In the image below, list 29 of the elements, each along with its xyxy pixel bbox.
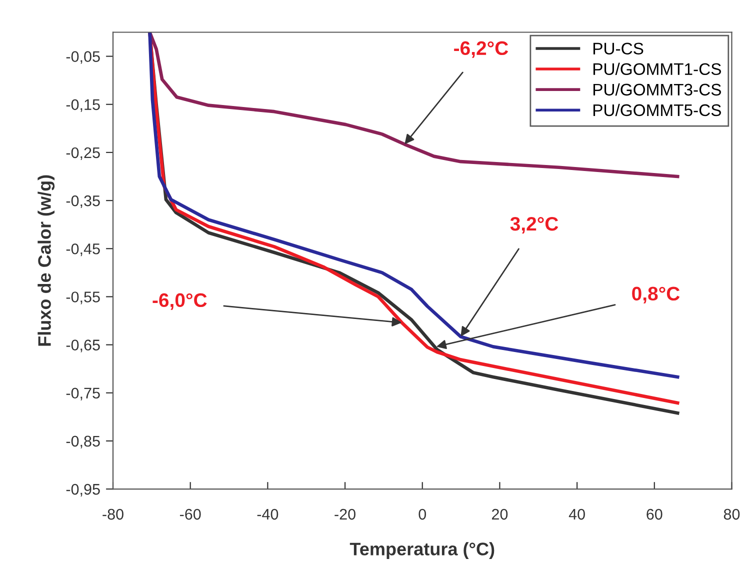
- x-tick-label: -80: [102, 508, 124, 520]
- x-axis-title: Temperatura (°C): [350, 542, 494, 559]
- y-tick-label: -0,55: [66, 292, 100, 304]
- legend-label: PU/GOMMT5-CS: [593, 104, 721, 116]
- x-tick-label: 40: [568, 508, 585, 520]
- annotation: 3,2°C: [510, 216, 558, 234]
- legend-label: PU/GOMMT1-CS: [593, 62, 721, 76]
- y-tick-label: -0,85: [66, 436, 100, 448]
- y-tick-label: -0,35: [66, 195, 100, 208]
- x-tick-label: -60: [180, 508, 201, 520]
- y-tick-label: -0,45: [66, 243, 100, 256]
- y-tick-label: -0,65: [66, 340, 100, 352]
- x-tick-label: 80: [724, 508, 740, 520]
- y-axis-title: Fluxo de Calor (w/g): [38, 175, 55, 346]
- y-tick-label: -0,25: [66, 147, 100, 160]
- y-tick-label: -0,05: [66, 51, 100, 64]
- legend-label: PU-CS: [593, 42, 644, 54]
- y-tick-label: -0,75: [66, 388, 100, 400]
- legend-label: PU/GOMMT3-CS: [593, 83, 721, 96]
- annotation: -6,2°C: [454, 41, 508, 58]
- x-tick-label: -40: [257, 508, 278, 520]
- annotation: -6,0°C: [152, 293, 207, 310]
- x-tick-label: 60: [646, 508, 662, 520]
- x-tick-label: -20: [334, 508, 356, 520]
- annotation: 0,8°C: [632, 286, 680, 304]
- y-tick-label: -0,95: [66, 484, 100, 497]
- x-tick-label: 20: [492, 508, 508, 520]
- y-tick-label: -0,15: [66, 99, 100, 112]
- x-tick-label: 0: [418, 508, 426, 520]
